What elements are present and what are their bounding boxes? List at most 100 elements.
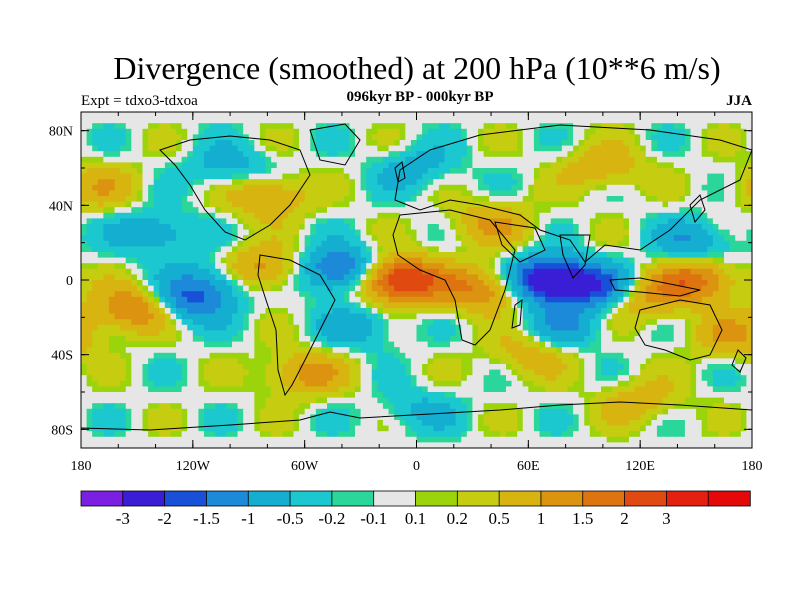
field-cell (321, 134, 328, 141)
field-cell (371, 252, 378, 259)
field-cell (505, 151, 513, 158)
field-cell (97, 151, 104, 158)
field-cell (584, 252, 591, 259)
field-cell (729, 190, 736, 197)
field-cell (500, 201, 507, 208)
field-cell (237, 263, 244, 270)
field-cell (304, 134, 311, 141)
field-cell (209, 173, 216, 180)
field-cell (511, 268, 518, 275)
field-cell (360, 156, 367, 163)
field-cell (360, 179, 367, 186)
field-cell (103, 179, 110, 186)
field-cell (304, 330, 311, 337)
field-cell (231, 235, 239, 242)
field-cell (556, 240, 563, 247)
field-cell (640, 280, 647, 287)
field-cell (136, 184, 144, 191)
field-cell (388, 263, 395, 270)
field-cell (505, 285, 513, 292)
field-cell (226, 156, 233, 163)
field-cell (511, 252, 518, 259)
field-cell (198, 134, 205, 141)
field-cell (595, 263, 602, 270)
field-cell (729, 162, 736, 169)
field-cell (511, 263, 518, 270)
field-cell (254, 134, 261, 141)
field-cell (707, 123, 714, 130)
field-cell (204, 151, 211, 158)
field-cell (416, 257, 423, 264)
field-cell (584, 235, 591, 242)
field-cell (120, 319, 127, 326)
field-cell (489, 319, 496, 326)
field-cell (466, 196, 474, 203)
field-cell (248, 257, 255, 264)
field-cell (327, 145, 334, 152)
field-cell (617, 168, 624, 175)
field-cell (584, 117, 591, 124)
field-cell (651, 308, 658, 315)
field-cell (724, 336, 731, 343)
field-cell (198, 173, 205, 180)
field-cell (315, 212, 323, 219)
field-cell (343, 112, 350, 119)
field-cell (164, 218, 172, 225)
field-cell (668, 229, 675, 236)
field-cell (304, 212, 311, 219)
field-cell (433, 207, 440, 214)
field-cell (606, 112, 613, 119)
field-cell (483, 151, 490, 158)
field-cell (176, 224, 183, 231)
field-cell (192, 313, 200, 320)
field-cell (533, 145, 541, 152)
field-cell (578, 229, 585, 236)
field-cell (338, 330, 345, 337)
field-cell (634, 280, 641, 287)
field-cell (371, 330, 378, 337)
field-cell (483, 252, 490, 259)
field-cell (578, 274, 585, 281)
field-cell (108, 218, 116, 225)
field-cell (556, 196, 563, 203)
field-cell (668, 168, 675, 175)
field-cell (528, 207, 535, 214)
field-cell (293, 263, 300, 270)
field-cell (505, 145, 513, 152)
field-cell (668, 218, 675, 225)
field-cell (623, 274, 630, 281)
field-cell (673, 274, 680, 281)
field-cell (612, 285, 619, 292)
field-cell (327, 117, 334, 124)
field-cell (148, 296, 155, 303)
field-cell (444, 212, 451, 219)
field-cell (466, 324, 474, 331)
field-cell (645, 296, 652, 303)
field-cell (584, 218, 591, 225)
field-cell (701, 296, 708, 303)
field-cell (86, 246, 93, 253)
field-cell (209, 117, 216, 124)
field-cell (517, 190, 524, 197)
field-cell (640, 268, 647, 275)
field-cell (668, 252, 675, 259)
field-cell (595, 308, 602, 315)
field-cell (360, 151, 367, 158)
field-cell (478, 319, 485, 326)
field-cell (254, 302, 261, 309)
field-cell (656, 123, 664, 130)
field-cell (478, 168, 485, 175)
field-cell (690, 123, 697, 130)
field-cell (371, 257, 378, 264)
field-cell (561, 285, 569, 292)
field-cell (215, 162, 222, 169)
field-cell (662, 336, 669, 343)
field-cell (724, 224, 731, 231)
field-cell (483, 162, 490, 169)
field-cell (422, 229, 429, 236)
field-cell (489, 156, 496, 163)
field-cell (388, 140, 395, 147)
field-cell (684, 296, 692, 303)
field-cell (696, 319, 703, 326)
field-cell (354, 246, 362, 253)
